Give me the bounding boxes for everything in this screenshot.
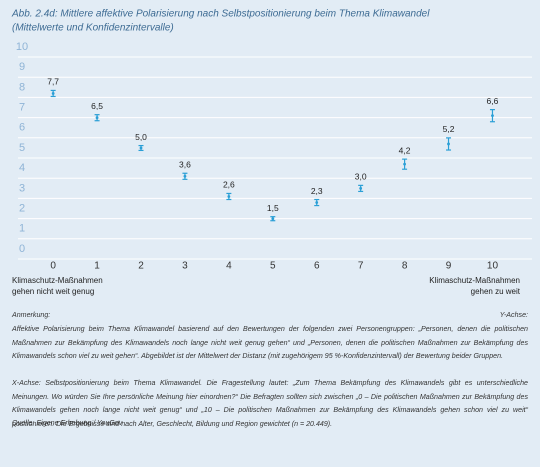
value-label: 5,2	[443, 124, 455, 134]
value-label: 3,0	[355, 172, 367, 182]
x-tick-label: 5	[270, 261, 276, 272]
axis-end-label: Klimaschutz-Maßnahmen	[429, 276, 520, 285]
chart-subtitle: (Mittelwerte und Konfidenzintervalle)	[12, 23, 174, 34]
point	[403, 162, 406, 166]
y-tick-label: 10	[16, 41, 28, 53]
point	[227, 195, 231, 198]
y-tick-label: 9	[19, 61, 25, 73]
x-tick-label: 10	[487, 261, 499, 272]
point	[491, 114, 494, 118]
x-tick-label: 8	[402, 261, 408, 272]
y-tick-label: 7	[19, 102, 25, 114]
point	[271, 217, 275, 221]
value-label: 6,5	[91, 101, 103, 111]
y-tick-label: 3	[19, 182, 25, 194]
value-label: 2,6	[223, 180, 235, 190]
x-tick-label: 0	[50, 261, 56, 272]
axis-end-label: gehen zu weit	[471, 287, 521, 296]
y-tick-label: 8	[19, 81, 25, 93]
point	[315, 201, 319, 204]
axis-end-label: Klimaschutz-Maßnahmen	[12, 276, 103, 285]
source: Quelle: Eigene Erhebung / YouGov	[12, 419, 123, 427]
x-tick-label: 7	[358, 261, 364, 272]
value-label: 2,3	[311, 186, 323, 196]
note-paragraph: Affektive Polarisierung beim Thema Klima…	[12, 325, 528, 360]
note-head: Y-Achse:	[499, 311, 528, 319]
x-tick-label: 9	[446, 261, 452, 272]
x-tick-label: 4	[226, 261, 232, 272]
y-tick-label: 0	[19, 243, 25, 255]
value-label: 6,6	[487, 96, 499, 106]
y-tick-label: 4	[19, 162, 25, 174]
value-label: 5,0	[135, 132, 147, 142]
x-tick-label: 2	[138, 261, 144, 272]
point	[139, 146, 143, 150]
value-label: 3,6	[179, 160, 191, 170]
chart-title: Abb. 2.4d: Mittlere affektive Polarisier…	[11, 9, 430, 20]
x-tick-label: 1	[94, 261, 100, 272]
y-tick-label: 1	[19, 223, 25, 235]
axis-end-label: gehen nicht weit genug	[12, 287, 94, 296]
y-tick-label: 5	[19, 142, 25, 154]
x-tick-label: 6	[314, 261, 320, 272]
y-tick-label: 2	[19, 203, 25, 215]
note-head: Anmerkung:	[12, 311, 51, 319]
point	[359, 187, 363, 190]
point	[183, 174, 187, 178]
note-paragraph: X-Achse: Selbstpositionierung beim Thema…	[12, 379, 528, 428]
x-tick-label: 3	[182, 261, 188, 272]
chart: Abb. 2.4d: Mittlere affektive Polarisier…	[11, 9, 532, 296]
notes-head: Anmerkung: Y-Achse:	[12, 309, 528, 323]
point	[51, 92, 55, 95]
point	[95, 116, 99, 120]
y-tick-label: 6	[19, 122, 25, 134]
value-label: 1,5	[267, 203, 279, 213]
value-label: 7,7	[47, 77, 59, 87]
point	[447, 142, 450, 146]
value-label: 4,2	[399, 145, 411, 155]
